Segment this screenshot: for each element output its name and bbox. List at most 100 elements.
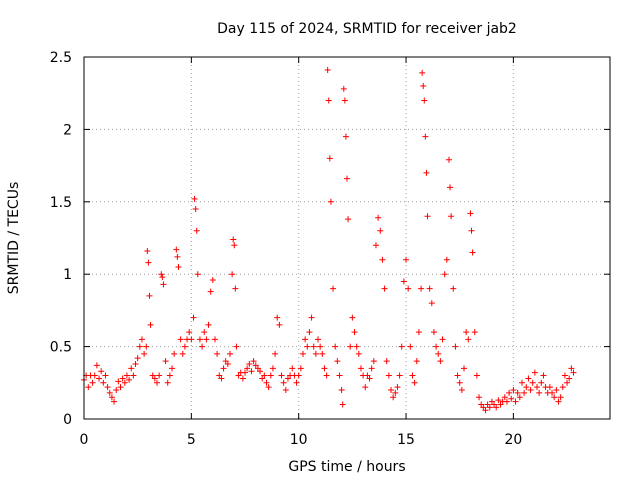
data-point xyxy=(534,384,541,391)
plot-frame xyxy=(83,56,611,420)
data-point xyxy=(383,358,390,365)
data-point xyxy=(153,379,160,386)
y-tick-label: 1 xyxy=(63,267,72,283)
data-point xyxy=(355,350,362,357)
data-point xyxy=(559,384,566,391)
data-point xyxy=(119,375,126,382)
data-point xyxy=(209,276,216,283)
x-tick-label: 5 xyxy=(187,432,196,448)
data-point xyxy=(85,384,92,391)
y-tick-label: 0 xyxy=(63,412,72,428)
data-point xyxy=(357,365,364,372)
data-point xyxy=(134,355,141,362)
data-point xyxy=(205,321,212,328)
data-point xyxy=(523,384,530,391)
data-point xyxy=(529,379,536,386)
data-point xyxy=(518,379,525,386)
data-point xyxy=(461,365,468,372)
data-point xyxy=(531,369,538,376)
data-point xyxy=(248,368,255,375)
data-point xyxy=(151,375,158,382)
data-point xyxy=(538,379,545,386)
data-point xyxy=(194,271,201,278)
data-point xyxy=(144,248,151,255)
data-point xyxy=(278,372,285,379)
data-point xyxy=(370,358,377,365)
data-point xyxy=(136,343,143,350)
data-point xyxy=(458,387,465,394)
data-point xyxy=(407,343,414,350)
data-point xyxy=(469,249,476,256)
data-point xyxy=(242,369,249,376)
data-point xyxy=(272,350,279,357)
data-point xyxy=(413,358,420,365)
data-point xyxy=(91,372,98,379)
data-point xyxy=(93,362,100,369)
data-point xyxy=(130,372,137,379)
data-point xyxy=(388,387,395,394)
data-point xyxy=(111,398,118,405)
data-point xyxy=(146,292,153,299)
data-point xyxy=(476,394,483,401)
data-point xyxy=(156,372,163,379)
data-point xyxy=(564,379,571,386)
data-point xyxy=(211,336,218,343)
data-point xyxy=(467,210,474,217)
data-point xyxy=(342,133,349,140)
data-point xyxy=(366,375,373,382)
data-point xyxy=(261,372,268,379)
data-point xyxy=(351,329,358,336)
data-point xyxy=(190,314,197,321)
data-point xyxy=(160,281,167,288)
data-point xyxy=(493,404,500,411)
data-point xyxy=(341,97,348,104)
data-point xyxy=(177,336,184,343)
data-point xyxy=(230,236,237,243)
data-point xyxy=(102,372,109,379)
data-point xyxy=(147,321,154,328)
data-point xyxy=(450,285,457,292)
y-axis-ticks: 0 0.5 1 1.5 2 2.5 xyxy=(50,50,610,428)
data-point xyxy=(430,329,437,336)
y-tick-label: 1.5 xyxy=(50,195,72,211)
data-point xyxy=(385,372,392,379)
data-point xyxy=(339,401,346,408)
data-point xyxy=(169,365,176,372)
data-point xyxy=(377,227,384,234)
data-point xyxy=(347,343,354,350)
data-point xyxy=(336,372,343,379)
data-point xyxy=(226,350,233,357)
data-point xyxy=(327,198,334,205)
data-point xyxy=(345,216,352,223)
data-point xyxy=(448,213,455,220)
x-tick-label: 20 xyxy=(504,432,522,448)
y-axis-label: SRMTID / TECUs xyxy=(6,182,22,295)
data-point xyxy=(250,358,257,365)
data-point xyxy=(171,350,178,357)
data-point xyxy=(132,360,139,367)
data-point xyxy=(175,263,182,270)
data-point xyxy=(409,372,416,379)
data-point xyxy=(447,184,454,191)
data-point xyxy=(443,256,450,263)
grid-lines xyxy=(84,57,610,419)
data-point xyxy=(244,365,251,372)
data-point xyxy=(145,259,152,266)
data-point xyxy=(306,329,313,336)
data-point xyxy=(239,375,246,382)
data-point xyxy=(512,398,519,405)
data-point xyxy=(424,213,431,220)
data-point xyxy=(372,242,379,249)
data-point xyxy=(199,343,206,350)
data-point xyxy=(304,343,311,350)
data-point xyxy=(89,379,96,386)
data-point xyxy=(456,379,463,386)
data-point xyxy=(332,343,339,350)
data-point xyxy=(321,365,328,372)
data-point xyxy=(501,394,508,401)
data-point xyxy=(276,321,283,328)
data-point xyxy=(546,384,553,391)
data-point xyxy=(338,387,345,394)
data-point xyxy=(521,389,528,396)
